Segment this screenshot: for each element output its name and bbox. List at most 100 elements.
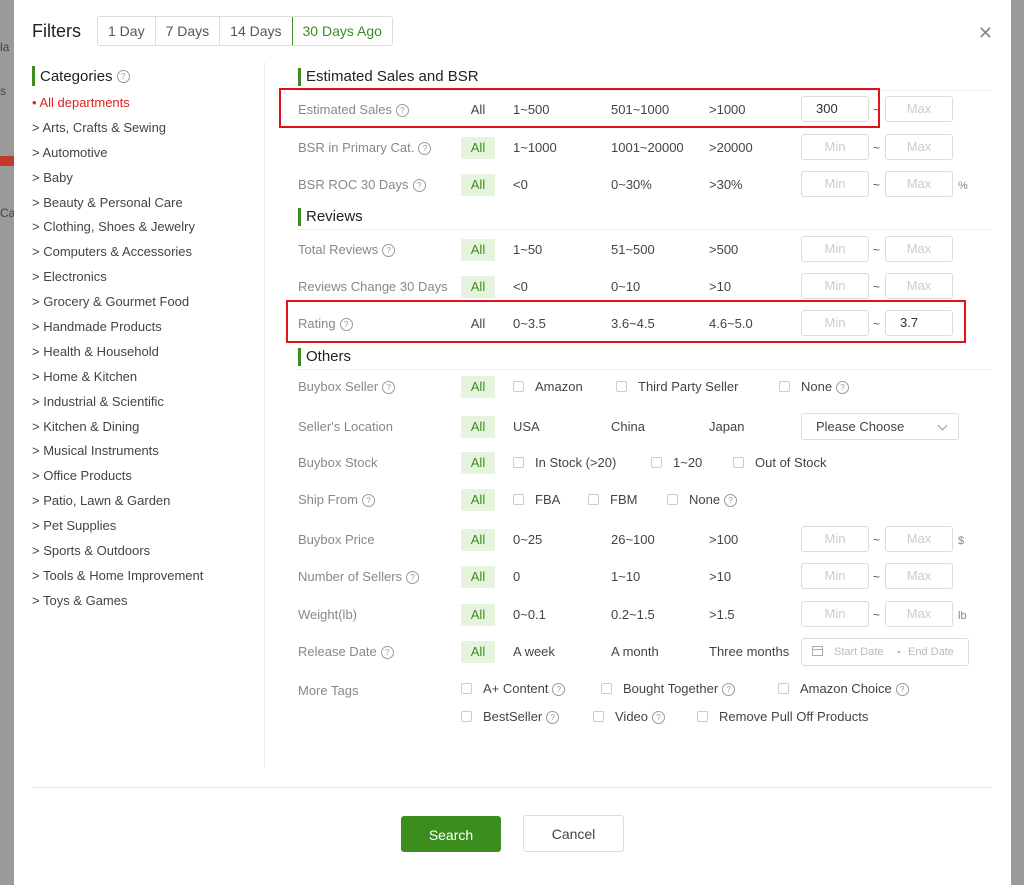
help-icon[interactable]: ?: [722, 683, 736, 697]
option[interactable]: 4.6~5.0: [709, 316, 753, 331]
help-icon[interactable]: ?: [116, 69, 130, 83]
option[interactable]: >500: [709, 242, 739, 257]
min-input[interactable]: Min: [801, 601, 869, 627]
help-icon[interactable]: ?: [380, 646, 394, 660]
category-item[interactable]: > Electronics: [32, 269, 107, 285]
category-item[interactable]: > Computers & Accessories: [32, 244, 193, 260]
help-icon[interactable]: ?: [412, 179, 426, 193]
max-input[interactable]: Max: [885, 273, 953, 299]
min-input[interactable]: Min: [801, 563, 869, 589]
range-30-days[interactable]: 30 Days Ago: [291, 17, 392, 45]
date-range-picker[interactable]: Start Date - End Date: [801, 638, 969, 666]
help-icon[interactable]: ?: [339, 318, 353, 332]
category-item[interactable]: > Pet Supplies: [32, 518, 117, 534]
option[interactable]: 0~0.1: [513, 607, 546, 622]
option[interactable]: <0: [513, 177, 528, 192]
category-item[interactable]: > Toys & Games: [32, 592, 128, 608]
option[interactable]: >100: [709, 532, 739, 547]
checkbox-none[interactable]: [779, 381, 790, 392]
option-all[interactable]: All: [461, 376, 495, 398]
option[interactable]: >1000: [709, 102, 746, 117]
min-input[interactable]: Min: [801, 236, 869, 262]
option-all[interactable]: All: [461, 529, 495, 551]
min-input[interactable]: 300: [801, 96, 869, 122]
option[interactable]: 51~500: [611, 242, 655, 257]
help-icon[interactable]: ?: [652, 711, 666, 725]
range-1-day[interactable]: 1 Day: [98, 17, 156, 45]
category-item[interactable]: > Grocery & Gourmet Food: [32, 294, 190, 310]
category-item[interactable]: > Sports & Outdoors: [32, 543, 151, 559]
option[interactable]: 26~100: [611, 532, 655, 547]
option[interactable]: 1001~20000: [611, 140, 684, 155]
option[interactable]: China: [611, 419, 645, 434]
checkbox-fbm[interactable]: [588, 494, 599, 505]
checkbox-remove-pull-off[interactable]: [697, 711, 708, 722]
checkbox-third-party[interactable]: [616, 381, 627, 392]
help-icon[interactable]: ?: [836, 381, 850, 395]
option-all[interactable]: All: [461, 489, 495, 511]
max-input[interactable]: Max: [885, 526, 953, 552]
min-input[interactable]: Min: [801, 273, 869, 299]
help-icon[interactable]: ?: [546, 711, 560, 725]
checkbox-none[interactable]: [667, 494, 678, 505]
category-item[interactable]: > Patio, Lawn & Garden: [32, 493, 171, 509]
category-item[interactable]: > Baby: [32, 169, 73, 185]
option[interactable]: A week: [513, 644, 555, 659]
option[interactable]: 0~30%: [611, 177, 652, 192]
option[interactable]: >10: [709, 279, 732, 294]
min-input[interactable]: Min: [801, 310, 869, 336]
option[interactable]: <0: [513, 279, 528, 294]
option[interactable]: 1~1000: [513, 140, 557, 155]
max-input[interactable]: Max: [885, 236, 953, 262]
option[interactable]: 1~500: [513, 102, 550, 117]
checkbox-1-20[interactable]: [651, 457, 662, 468]
category-item[interactable]: > Automotive: [32, 144, 108, 160]
option[interactable]: Three months: [709, 644, 790, 659]
min-input[interactable]: Min: [801, 134, 869, 160]
checkbox-amazon-choice[interactable]: [778, 683, 789, 694]
close-icon[interactable]: ✕: [977, 23, 993, 43]
checkbox-bought-together[interactable]: [601, 683, 612, 694]
checkbox-out-of-stock[interactable]: [733, 457, 744, 468]
cancel-button[interactable]: Cancel: [523, 815, 624, 852]
help-icon[interactable]: ?: [418, 142, 432, 156]
option[interactable]: 1~10: [611, 569, 641, 584]
option[interactable]: USA: [513, 419, 540, 434]
option-all[interactable]: All: [470, 316, 486, 331]
end-date-input[interactable]: End Date: [908, 646, 954, 658]
option[interactable]: >20000: [709, 140, 753, 155]
checkbox-a-plus-content[interactable]: [461, 683, 472, 694]
search-button[interactable]: Search: [401, 816, 501, 852]
location-select[interactable]: Please Choose: [801, 413, 959, 440]
help-icon[interactable]: ?: [361, 494, 375, 508]
option[interactable]: 0.2~1.5: [611, 607, 655, 622]
help-icon[interactable]: ?: [382, 381, 396, 395]
category-item[interactable]: > Musical Instruments: [32, 443, 159, 459]
max-input[interactable]: Max: [885, 134, 953, 160]
checkbox-video[interactable]: [593, 711, 604, 722]
help-icon[interactable]: ?: [552, 683, 566, 697]
range-14-days[interactable]: 14 Days: [220, 17, 293, 45]
category-item[interactable]: > Tools & Home Improvement: [32, 567, 204, 583]
option[interactable]: >1.5: [709, 607, 735, 622]
option[interactable]: 0~10: [611, 279, 641, 294]
checkbox-bestseller[interactable]: [461, 711, 472, 722]
category-item[interactable]: > Beauty & Personal Care: [32, 194, 183, 210]
max-input[interactable]: Max: [885, 601, 953, 627]
help-icon[interactable]: ?: [724, 494, 738, 508]
min-input[interactable]: Min: [801, 171, 869, 197]
checkbox-in-stock[interactable]: [513, 457, 524, 468]
category-item[interactable]: > Office Products: [32, 468, 132, 484]
category-item[interactable]: > Arts, Crafts & Sewing: [32, 119, 167, 135]
option[interactable]: A month: [611, 644, 659, 659]
option[interactable]: 501~1000: [611, 102, 670, 117]
option[interactable]: 0~3.5: [513, 316, 546, 331]
help-icon[interactable]: ?: [406, 571, 420, 585]
help-icon[interactable]: ?: [895, 683, 909, 697]
option-all[interactable]: All: [470, 102, 486, 117]
option-all[interactable]: All: [461, 452, 495, 474]
max-input[interactable]: Max: [885, 563, 953, 589]
option[interactable]: >30%: [709, 177, 743, 192]
option-all[interactable]: All: [461, 239, 495, 261]
start-date-input[interactable]: Start Date: [834, 646, 884, 658]
